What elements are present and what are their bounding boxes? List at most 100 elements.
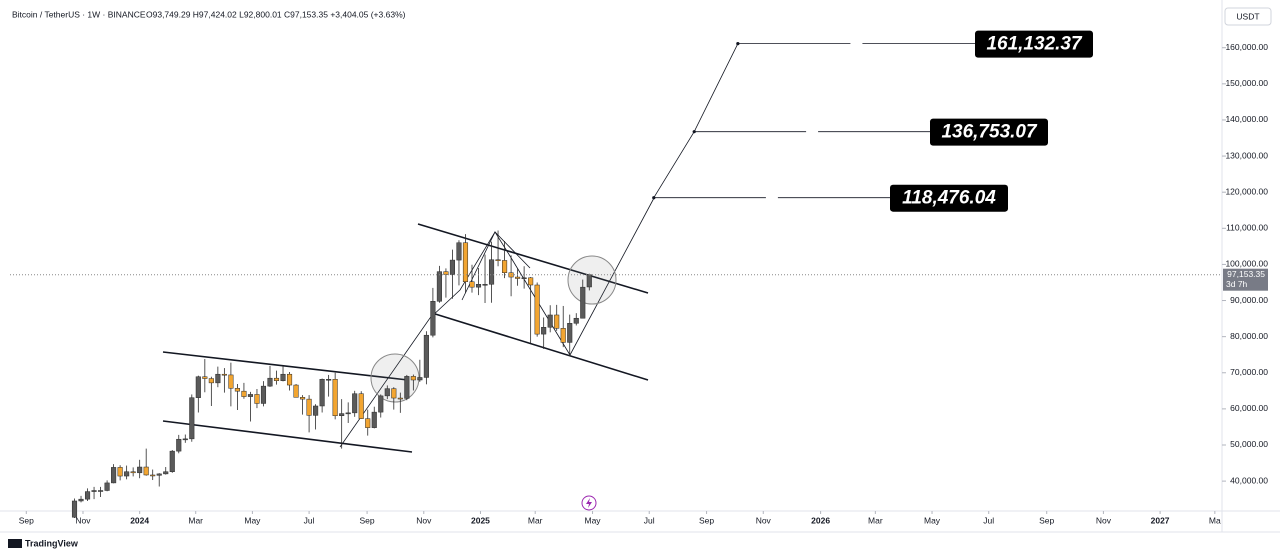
candle-body	[247, 394, 253, 397]
candle-body	[521, 277, 527, 280]
x-tick-label: Jul	[644, 515, 655, 525]
target-box	[930, 118, 1048, 146]
candle-body	[143, 466, 149, 476]
candle-body	[528, 277, 534, 286]
target-label: 118,476.04	[902, 188, 996, 209]
candle-body	[313, 405, 319, 416]
candle-body	[163, 471, 169, 475]
candle-body	[339, 413, 345, 416]
candle-body	[449, 259, 455, 275]
candle-body	[182, 438, 188, 441]
candle-body	[208, 378, 214, 384]
candle-body	[384, 388, 390, 397]
candle-body	[78, 498, 84, 502]
candle-body	[404, 376, 410, 399]
candle-body	[319, 379, 325, 407]
projection-start	[569, 197, 655, 356]
y-tick-label: 110,000.00	[1226, 223, 1268, 233]
candle-body	[117, 467, 123, 477]
y-tick-label: 100,000.00	[1225, 259, 1268, 269]
x-tick-label: Mar	[868, 515, 883, 525]
target-label: 136,753.07	[941, 122, 1038, 143]
candle-body	[430, 301, 436, 336]
x-tick-label: Sep	[1039, 515, 1054, 525]
x-tick-label: 2027	[1151, 515, 1170, 525]
candle-body	[397, 397, 403, 400]
candle-body	[462, 242, 469, 283]
candle-body	[352, 393, 358, 414]
target-box	[975, 30, 1093, 58]
candle-body	[254, 394, 260, 404]
candle-body	[156, 473, 162, 476]
y-tick-label: 150,000.00	[1225, 78, 1268, 88]
candle-body	[502, 260, 508, 273]
candle-body	[228, 374, 234, 389]
candle-body	[580, 286, 586, 319]
y-tick-label: 70,000.00	[1230, 367, 1268, 377]
candle-body	[104, 482, 110, 491]
candle-body	[260, 385, 267, 404]
x-tick-label: Sep	[360, 515, 375, 525]
candle-body	[417, 377, 423, 381]
candle-body	[495, 259, 501, 261]
x-tick-label: Mar	[528, 515, 543, 525]
ohlc-legend: O93,749.29 H97,424.02 L92,800.01 C97,153…	[146, 9, 406, 19]
candle-body	[586, 274, 592, 288]
currency-button[interactable]	[1224, 7, 1272, 26]
candle-body	[98, 490, 104, 492]
candle-body	[293, 384, 299, 398]
x-tick-label: Nov	[1096, 515, 1112, 525]
x-tick-label: Ma	[1209, 515, 1221, 525]
candle-body	[176, 438, 182, 452]
candle-body	[189, 397, 195, 440]
candle-body	[378, 395, 384, 413]
candle-body	[488, 259, 495, 285]
candle-body	[534, 284, 540, 335]
candle-body	[300, 397, 306, 400]
candle-body	[423, 334, 429, 378]
candle-body	[195, 376, 201, 398]
drawings	[162, 197, 655, 453]
candle-body	[436, 271, 442, 302]
candle-body	[554, 314, 560, 329]
candle-body	[137, 466, 143, 474]
candle-body	[202, 376, 208, 379]
candle-body	[267, 377, 273, 387]
currency-label[interactable]: USDT	[1236, 11, 1259, 21]
x-tick-label: Jul	[983, 515, 994, 525]
candle-body	[482, 284, 488, 286]
candle-body	[456, 242, 462, 261]
candle-body	[241, 390, 247, 397]
candle-body	[130, 471, 136, 474]
candle-body	[234, 388, 240, 392]
candle-body	[111, 467, 117, 484]
candle-body	[345, 412, 351, 415]
x-tick-label: Sep	[19, 515, 34, 525]
x-tick-label: 2025	[471, 515, 490, 525]
candle-body	[71, 500, 78, 518]
candle-body	[215, 373, 221, 384]
highlight-circle	[567, 255, 617, 305]
y-tick-label: 130,000.00	[1225, 150, 1268, 160]
x-tick-label: Nov	[416, 515, 432, 525]
event-icon-bolt[interactable]	[586, 498, 592, 508]
channel-line	[162, 420, 413, 453]
candle-body	[410, 376, 416, 381]
candle-body	[371, 411, 377, 428]
candle-body	[332, 379, 338, 416]
candle-body	[91, 490, 97, 492]
y-tick-label: 160,000.00	[1225, 42, 1268, 52]
y-tick-label: 80,000.00	[1230, 331, 1268, 341]
x-tick-label: 2026	[811, 515, 830, 525]
channel-line	[431, 312, 649, 381]
brand-logo	[8, 539, 22, 548]
candle-body	[547, 314, 553, 328]
last-price-box	[1223, 268, 1268, 291]
candle-body	[358, 393, 364, 419]
x-tick-label: Sep	[699, 515, 714, 525]
target-box	[890, 184, 1008, 212]
candle-body	[286, 373, 293, 386]
y-tick-label: 60,000.00	[1230, 403, 1268, 413]
x-tick-label: May	[924, 515, 941, 525]
